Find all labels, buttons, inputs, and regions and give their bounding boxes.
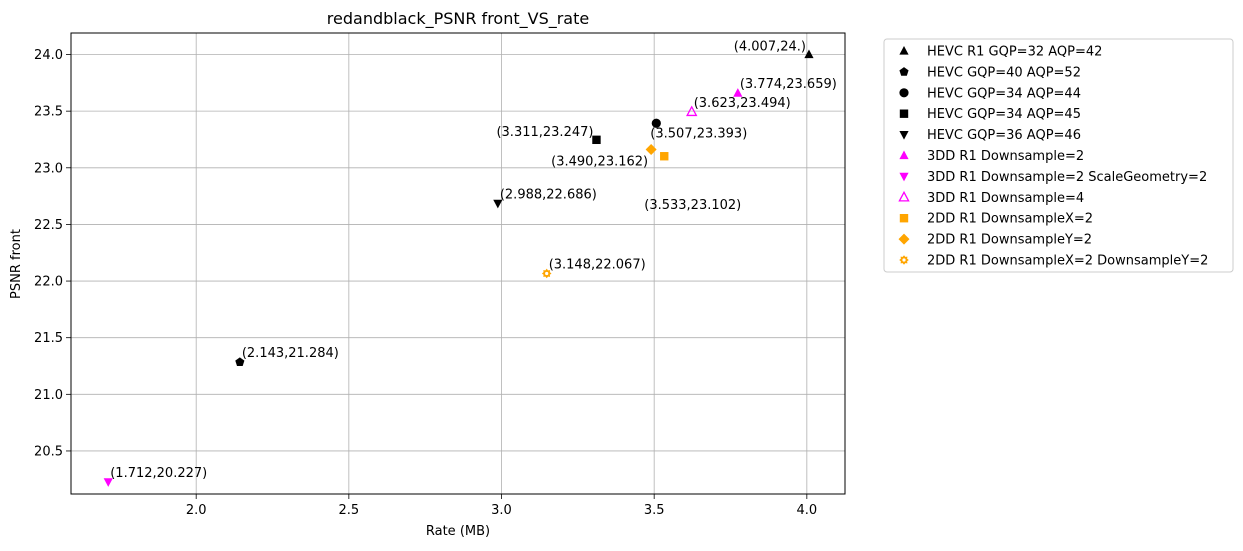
data-point-hole [545, 271, 549, 276]
legend-label: HEVC GQP=34 AQP=45 [927, 107, 1081, 122]
data-point-label: (3.490,23.162) [551, 154, 648, 169]
legend-label: 2DD R1 DownsampleY=2 [927, 233, 1092, 248]
chart-title: redandblack_PSNR front_VS_rate [327, 9, 589, 29]
data-point-label: (4.007,24.) [734, 40, 806, 55]
data-point-label: (3.311,23.247) [496, 125, 593, 140]
x-tick-label: 2.0 [186, 503, 207, 518]
legend-marker [899, 131, 909, 140]
data-point [493, 199, 503, 209]
data-point [541, 268, 552, 279]
data-point [645, 143, 657, 155]
y-tick-label: 23.5 [34, 105, 63, 120]
data-point [651, 118, 661, 128]
legend-label: 2DD R1 DownsampleX=2 [927, 212, 1093, 227]
data-point-label: (3.507,23.393) [650, 126, 747, 141]
data-point-label: (2.988,22.686) [500, 187, 597, 202]
x-tick-label: 3.0 [491, 503, 512, 518]
data-point [235, 357, 245, 367]
legend-item: 2DD R1 DownsampleX=2 [899, 212, 1093, 227]
data-point [804, 49, 814, 59]
legend-label: 3DD R1 Downsample=2 ScaleGeometry=2 [927, 170, 1207, 185]
legend-marker [899, 214, 909, 223]
legend-item: HEVC GQP=34 AQP=44 [899, 86, 1081, 101]
data-points [103, 49, 814, 487]
grid [71, 33, 845, 494]
data-point-label: (2.143,21.284) [242, 346, 339, 361]
legend-label: 3DD R1 Downsample=2 [927, 149, 1084, 164]
legend-marker [899, 172, 909, 182]
plot-frame [70, 32, 846, 495]
legend-item: 2DD R1 DownsampleY=2 [898, 233, 1092, 248]
legend-marker [899, 46, 909, 55]
y-tick-label: 24.0 [34, 48, 63, 63]
legend-item: HEVC R1 GQP=32 AQP=42 [899, 45, 1102, 60]
legend-label: 2DD R1 DownsampleX=2 DownsampleY=2 [927, 254, 1208, 269]
y-tick-label: 21.0 [34, 388, 63, 403]
data-point [103, 478, 113, 487]
legend-item: 3DD R1 Downsample=2 ScaleGeometry=2 [899, 170, 1207, 185]
data-point-label: (3.623,23.494) [694, 96, 791, 111]
legend-label: HEVC GQP=40 AQP=52 [927, 65, 1081, 80]
data-point [592, 135, 601, 145]
legend-label: HEVC GQP=34 AQP=44 [927, 86, 1081, 101]
data-point [660, 152, 669, 161]
legend-marker [898, 190, 910, 202]
y-tick-label: 23.0 [34, 161, 63, 176]
legend-marker-hole [902, 258, 906, 262]
legend-label: HEVC GQP=36 AQP=46 [927, 128, 1081, 143]
legend-item: 3DD R1 Downsample=2 [899, 149, 1084, 164]
legend-marker [899, 255, 909, 265]
legend-marker [899, 67, 909, 76]
data-point [733, 88, 743, 97]
x-axis-label: Rate (MB) [426, 524, 490, 539]
legend-item: 2DD R1 DownsampleX=2 DownsampleY=2 [899, 254, 1208, 269]
legend-frame [883, 38, 1234, 273]
data-point-label: (1.712,20.227) [110, 466, 207, 481]
legend-marker [899, 109, 909, 118]
legend: HEVC R1 GQP=32 AQP=42 HEVC GQP=40 AQP=52 H… [883, 38, 1234, 273]
legend-item: HEVC GQP=36 AQP=46 [899, 128, 1081, 143]
point-labels: (4.007,24.)(2.143,21.284)(3.507,23.393)(… [110, 40, 837, 481]
y-tick-label: 22.5 [34, 218, 63, 233]
legend-label: HEVC R1 GQP=32 AQP=42 [927, 45, 1102, 60]
x-tick-label: 3.5 [644, 503, 665, 518]
data-point-label: (3.533,23.102) [644, 198, 741, 213]
data-point [686, 105, 698, 117]
legend-marker [899, 150, 909, 160]
legend-marker [898, 233, 910, 245]
data-point-label: (3.148,22.067) [549, 257, 646, 272]
data-point-label: (3.774,23.659) [740, 77, 837, 92]
y-axis-label: PSNR front [9, 229, 24, 299]
legend-item: 3DD R1 Downsample=4 [898, 190, 1084, 206]
legend-item: HEVC GQP=40 AQP=52 [899, 65, 1081, 80]
axis-ticks: 2.0 2.5 3.0 3.5 4.0 20.5 21.0 21.5 22.0 22.5 23.0 2… [34, 48, 817, 518]
legend-item: HEVC GQP=34 AQP=45 [899, 107, 1081, 122]
x-tick-label: 4.0 [796, 503, 817, 518]
y-tick-label: 20.5 [34, 444, 63, 459]
y-tick-label: 22.0 [34, 275, 63, 290]
x-tick-label: 2.5 [339, 503, 360, 518]
y-tick-label: 21.5 [34, 331, 63, 346]
legend-label: 3DD R1 Downsample=4 [927, 191, 1084, 206]
legend-marker [899, 88, 909, 98]
